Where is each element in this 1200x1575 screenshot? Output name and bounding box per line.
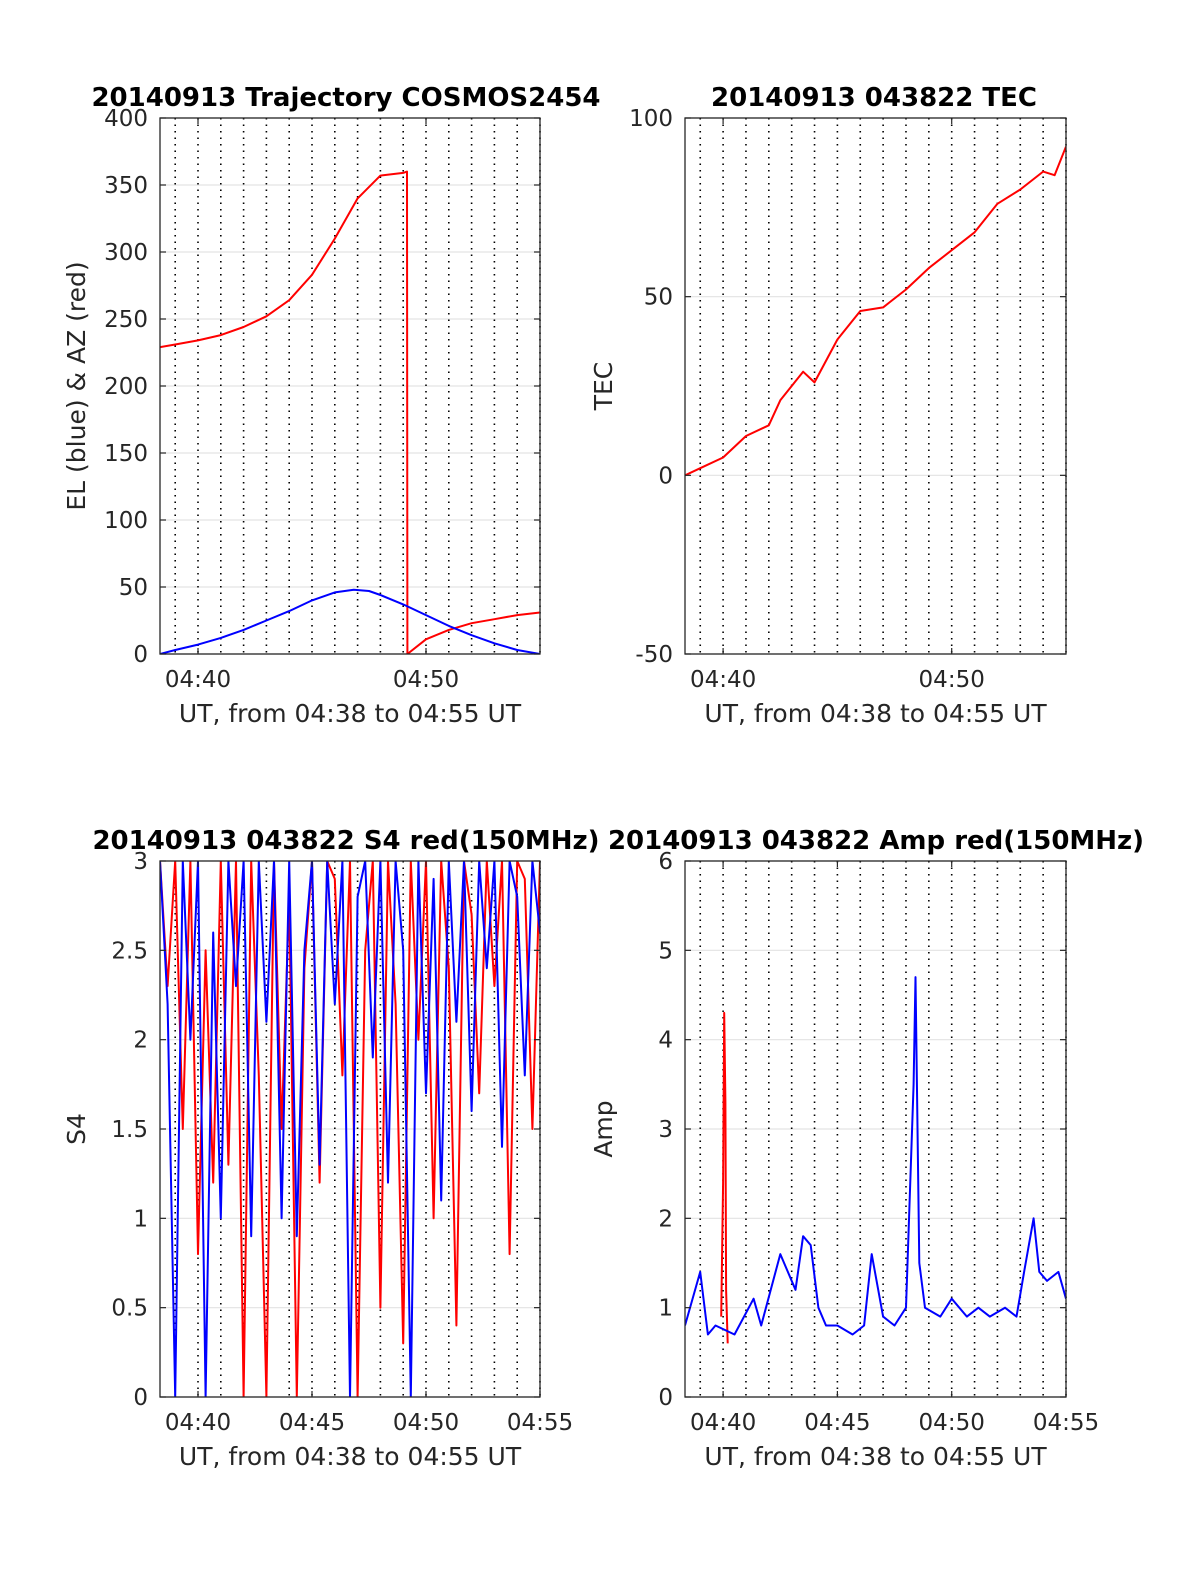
- y-tick-label-1: 1: [133, 1206, 148, 1232]
- chart-2: -50 0 50 100 04:40 04:50 UT, from 04:38 to 04:…: [589, 83, 1067, 728]
- series-line-2: [685, 976, 1066, 1336]
- x-axis-label: UT, from 04:38 to 04:55 UT: [704, 699, 1047, 728]
- x-tick-label-04-55: 04:55: [507, 1410, 573, 1436]
- chart-title: 20140913 Trajectory COSMOS2454: [91, 83, 600, 113]
- y-tick-label-4: 4: [658, 1028, 673, 1054]
- x-tick-label-04-55: 04:55: [1033, 1410, 1099, 1436]
- y-tick-label-1-5: 1.5: [111, 1117, 148, 1143]
- x-tick-label-04-40: 04:40: [690, 667, 756, 693]
- y-axis-label: Amp: [589, 1100, 618, 1157]
- y-tick-label-6: 6: [658, 849, 673, 875]
- x-tick-label-04-45: 04:45: [804, 1410, 870, 1436]
- chart-4: 0 1 2 3 4 5 6 04:40 04:45 04:50 04:55 UT, from 04:3…: [589, 826, 1144, 1471]
- y-tick-label-50: -50: [635, 642, 673, 668]
- y-tick-label-2: 2: [658, 1206, 673, 1232]
- y-tick-label-2: 2: [133, 1028, 148, 1054]
- x-tick-label-04-45: 04:45: [279, 1410, 345, 1436]
- series-line-1: [685, 146, 1066, 477]
- y-tick-label-5: 5: [658, 938, 673, 964]
- y-tick-label-3: 3: [133, 849, 148, 875]
- x-tick-label-04-40: 04:40: [165, 1410, 231, 1436]
- y-tick-label-0-5: 0.5: [111, 1296, 148, 1322]
- y-tick-label-350: 350: [104, 173, 148, 199]
- y-axis-label: TEC: [589, 362, 618, 412]
- chart-1: 0 50 100 150 200 250 300 350 400 04:40 04:50 UT, fr…: [62, 83, 601, 728]
- y-tick-label-400: 400: [104, 106, 148, 132]
- y-tick-label-300: 300: [104, 240, 148, 266]
- plot-frame: [684, 117, 1067, 655]
- y-tick-label-0: 0: [658, 463, 673, 489]
- y-tick-label-3: 3: [658, 1117, 673, 1143]
- y-tick-label-0: 0: [658, 1385, 673, 1411]
- y-tick-label-250: 250: [104, 307, 148, 333]
- series-line-2: [160, 588, 540, 654]
- x-tick-label-04-50: 04:50: [393, 667, 459, 693]
- chart-3: 0 0.5 1 1.5 2 2.5 3 04:40 04:45 04:50 04:55 UT, fro…: [62, 826, 600, 1471]
- y-tick-label-0: 0: [133, 642, 148, 668]
- chart-title: 20140913 043822 Amp red(150MHz): [608, 826, 1144, 856]
- y-tick-label-50: 50: [644, 285, 673, 311]
- series-line-1: [160, 170, 540, 654]
- y-tick-label-200: 200: [104, 374, 148, 400]
- x-tick-label-04-50: 04:50: [393, 1410, 459, 1436]
- chart-title: 20140913 043822 S4 red(150MHz): [92, 826, 599, 856]
- x-tick-label-04-50: 04:50: [919, 1410, 985, 1436]
- series-line-1: [720, 1011, 729, 1344]
- y-tick-label-1: 1: [658, 1296, 673, 1322]
- x-axis-label: UT, from 04:38 to 04:55 UT: [704, 1442, 1047, 1471]
- y-tick-label-50: 50: [119, 575, 148, 601]
- y-tick-label-100: 100: [104, 508, 148, 534]
- x-tick-label-04-40: 04:40: [690, 1410, 756, 1436]
- y-tick-label-150: 150: [104, 441, 148, 467]
- x-tick-label-04-40: 04:40: [165, 667, 231, 693]
- y-axis-label: EL (blue) & AZ (red): [62, 261, 91, 510]
- series-line-1: [160, 861, 540, 1397]
- y-tick-label-100: 100: [629, 106, 673, 132]
- x-axis-label: UT, from 04:38 to 04:55 UT: [179, 699, 522, 728]
- x-axis-label: UT, from 04:38 to 04:55 UT: [179, 1442, 522, 1471]
- y-tick-label-0: 0: [133, 1385, 148, 1411]
- series-line-2: [160, 861, 540, 1397]
- chart-title: 20140913 043822 TEC: [711, 83, 1037, 113]
- x-tick-label-04-50: 04:50: [919, 667, 985, 693]
- y-axis-label: S4: [62, 1113, 91, 1145]
- y-tick-label-2-5: 2.5: [111, 938, 148, 964]
